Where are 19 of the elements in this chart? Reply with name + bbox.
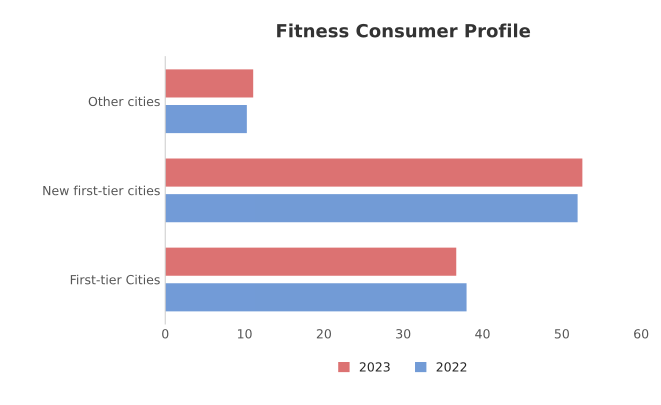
legend-label: 2022 [436, 362, 466, 372]
bar [165, 105, 247, 134]
x-tick-label: 0 [162, 329, 168, 339]
x-tick-label: 10 [238, 329, 252, 339]
bar [165, 158, 582, 187]
x-tick-label: 20 [316, 329, 332, 339]
x-tick-label: 40 [475, 329, 490, 339]
bar [165, 194, 578, 222]
x-tick-label: 50 [554, 329, 569, 339]
y-tick-label: New first-tier cities [43, 186, 160, 196]
chart-title: Fitness Consumer Profile [277, 24, 530, 38]
y-tick-label: First-tier Cities [70, 274, 160, 284]
y-tick-label: Other cities [88, 96, 160, 106]
x-tick-label: 60 [634, 329, 648, 339]
x-tick-label: 30 [396, 329, 410, 339]
bar [165, 69, 254, 98]
bar [165, 248, 456, 276]
legend-label: 2023 [360, 362, 390, 372]
bar [165, 283, 467, 312]
